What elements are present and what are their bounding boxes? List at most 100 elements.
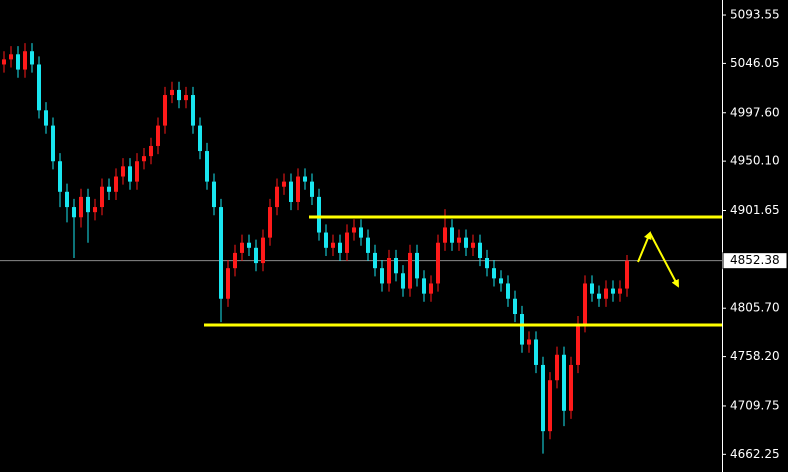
candle-body — [240, 242, 244, 253]
candle-body — [569, 364, 573, 411]
y-tick-label: 5046.05 — [730, 56, 780, 70]
y-tick-label: 4950.10 — [730, 154, 780, 168]
candle-body — [317, 196, 321, 233]
candle-body — [492, 268, 496, 279]
candle-body — [254, 247, 258, 264]
candle-body — [548, 380, 552, 432]
candle-body — [471, 242, 475, 248]
candle-body — [23, 51, 27, 70]
candle-body — [450, 227, 454, 243]
candle-body — [625, 260, 629, 289]
candle-body — [44, 110, 48, 126]
candle-body — [2, 59, 6, 65]
candle-body — [611, 288, 615, 294]
candle-body — [331, 242, 335, 248]
candle-body — [401, 273, 405, 289]
candle-body — [135, 161, 139, 182]
candle-body — [478, 242, 482, 259]
candle-body — [555, 354, 559, 381]
candle-body — [233, 252, 237, 269]
candle-body — [289, 181, 293, 202]
candle-body — [338, 242, 342, 253]
candle-body — [506, 283, 510, 299]
candle-body — [345, 232, 349, 253]
candle-body — [303, 176, 307, 182]
y-tick-label: 4997.60 — [730, 105, 780, 119]
y-tick-label: 4662.25 — [730, 447, 780, 461]
candle-body — [72, 207, 76, 218]
candle-body — [261, 237, 265, 264]
candle-body — [604, 288, 608, 299]
candle-body — [576, 324, 580, 365]
candle-body — [198, 125, 202, 152]
candle-body — [121, 166, 125, 177]
candle-body — [485, 258, 489, 269]
candle-body — [464, 237, 468, 248]
candle-body — [191, 95, 195, 126]
candle-body — [590, 283, 594, 294]
candle-body — [583, 283, 587, 325]
candle-body — [128, 166, 132, 182]
candle-body — [443, 227, 447, 243]
candle-body — [142, 156, 146, 162]
candle-body — [373, 252, 377, 269]
candle-body — [268, 207, 272, 238]
candle-body — [387, 258, 391, 284]
arrow-down — [649, 232, 679, 288]
candle-body — [436, 242, 440, 284]
candle-body — [107, 186, 111, 192]
candle-body — [219, 207, 223, 299]
candle-body — [408, 252, 412, 289]
candle-body — [597, 293, 601, 299]
candle-body — [429, 283, 433, 294]
current-price-box — [722, 252, 788, 270]
candle-body — [352, 227, 356, 233]
candle-body — [415, 252, 419, 279]
candle-body — [534, 339, 538, 365]
candle-body — [513, 298, 517, 315]
candle-body — [275, 186, 279, 208]
candle-body — [170, 89, 174, 96]
candle-body — [541, 364, 545, 432]
candle-body — [422, 278, 426, 294]
candle-body — [324, 232, 328, 248]
candle-body — [16, 54, 20, 70]
y-tick-label: 4709.75 — [730, 398, 780, 412]
candle-body — [9, 54, 13, 60]
candle-body — [65, 191, 69, 208]
candle-body — [114, 176, 118, 192]
candle-body — [149, 145, 153, 157]
candle-body — [86, 196, 90, 213]
arrow-up — [637, 231, 652, 263]
candle-body — [226, 268, 230, 299]
candle-body — [37, 64, 41, 111]
candle-body — [520, 314, 524, 345]
candle-body — [156, 125, 160, 146]
y-tick-label: 4805.70 — [730, 301, 780, 315]
candle-body — [93, 207, 97, 213]
candle-body — [184, 95, 188, 101]
candle-body — [380, 268, 384, 284]
candle-body — [163, 95, 167, 126]
candle-body — [51, 125, 55, 162]
candle-body — [79, 196, 83, 218]
candle-body — [394, 258, 398, 274]
candle-body — [205, 151, 209, 182]
y-tick-label: 4901.65 — [730, 203, 780, 217]
candle-body — [618, 288, 622, 294]
candle-body — [212, 181, 216, 208]
y-tick-label: 5093.55 — [730, 8, 780, 22]
candle-body — [296, 176, 300, 202]
candle-body — [58, 161, 62, 192]
candle-body — [562, 354, 566, 411]
candle-body — [282, 181, 286, 187]
candle-body — [100, 186, 104, 208]
candle-body — [457, 237, 461, 243]
candle-body — [310, 181, 314, 197]
candle-body — [177, 89, 181, 101]
candle-body — [247, 242, 251, 248]
candle-body — [527, 339, 531, 345]
